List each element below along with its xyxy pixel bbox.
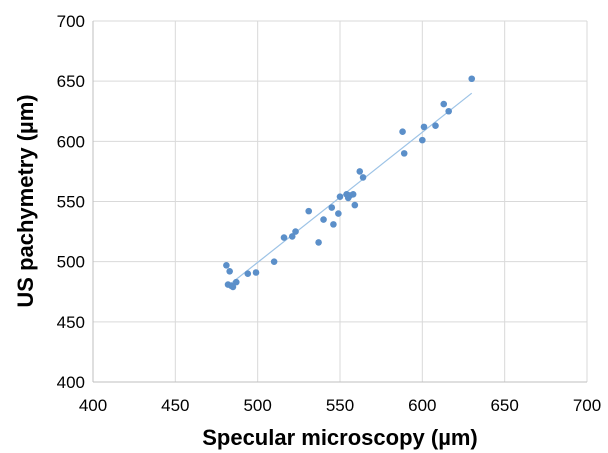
y-tick-label: 650 [57, 72, 85, 91]
data-point [305, 208, 312, 215]
y-tick-labels: 400 450 500 550 600 650 700 [57, 12, 85, 392]
y-tick-label: 400 [57, 373, 85, 392]
data-point [226, 268, 233, 275]
data-point [337, 193, 344, 200]
y-tick-label: 500 [57, 253, 85, 272]
data-point [419, 137, 426, 144]
data-point [223, 262, 230, 269]
data-point [292, 228, 299, 235]
data-point [320, 216, 327, 223]
data-point [468, 75, 475, 82]
data-point [360, 174, 367, 181]
data-point [421, 124, 428, 131]
x-tick-label: 450 [161, 396, 189, 415]
x-tick-label: 500 [243, 396, 271, 415]
data-point [271, 258, 278, 265]
y-axis-title: US pachymetry (µm) [13, 94, 38, 307]
data-point [401, 150, 408, 157]
data-point [253, 269, 260, 276]
data-point [350, 191, 357, 198]
data-point [399, 128, 406, 135]
grid [93, 21, 587, 382]
y-tick-label: 700 [57, 12, 85, 31]
y-tick-label: 600 [57, 132, 85, 151]
data-point [352, 202, 359, 209]
x-tick-labels: 400 450 500 550 600 650 700 [79, 396, 601, 415]
x-tick-label: 550 [326, 396, 354, 415]
data-point [432, 122, 439, 129]
x-tick-label: 700 [573, 396, 601, 415]
x-tick-label: 600 [408, 396, 436, 415]
data-point [330, 221, 337, 228]
y-tick-label: 550 [57, 193, 85, 212]
trendline [230, 93, 472, 284]
x-tick-label: 650 [490, 396, 518, 415]
data-point [440, 101, 447, 108]
x-tick-label: 400 [79, 396, 107, 415]
x-axis-title: Specular microscopy (µm) [202, 425, 478, 450]
data-point [244, 270, 251, 277]
data-point [315, 239, 322, 246]
data-point [335, 210, 342, 217]
y-tick-label: 450 [57, 313, 85, 332]
data-point [445, 108, 452, 115]
data-points [223, 75, 475, 290]
data-point [356, 168, 363, 175]
data-point [233, 279, 240, 286]
data-point [328, 204, 335, 211]
data-point [281, 234, 288, 241]
